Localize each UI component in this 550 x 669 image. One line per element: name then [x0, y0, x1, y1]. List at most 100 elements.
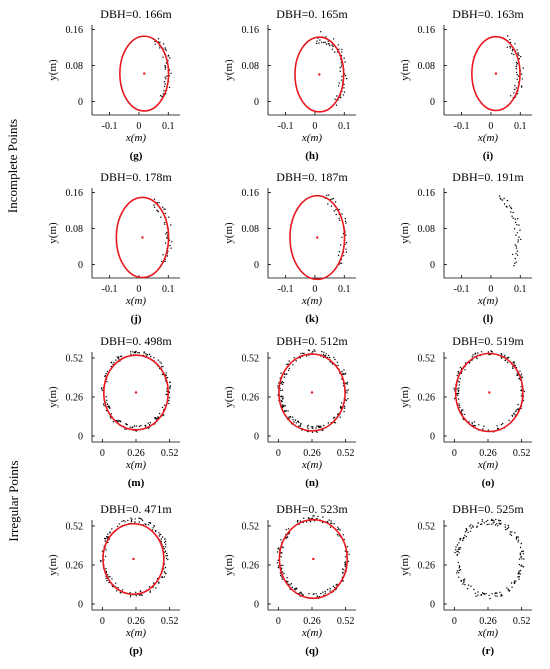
data-point	[341, 51, 343, 53]
data-point	[518, 377, 520, 380]
x-tick-label: 0.1	[514, 121, 527, 132]
data-point	[518, 570, 520, 572]
data-point	[336, 583, 338, 585]
data-point	[292, 419, 294, 421]
data-point	[339, 416, 341, 418]
data-point	[494, 592, 496, 595]
data-point	[153, 204, 155, 206]
data-point	[300, 352, 302, 355]
data-point	[459, 569, 462, 571]
data-point	[280, 564, 282, 567]
data-point	[153, 198, 156, 200]
data-point	[129, 351, 132, 353]
data-point	[339, 529, 341, 531]
data-point	[345, 242, 348, 244]
data-point	[302, 352, 304, 354]
data-point	[336, 95, 338, 97]
data-point	[161, 406, 164, 409]
data-point	[517, 541, 519, 543]
data-point	[129, 592, 131, 594]
data-point	[344, 372, 347, 375]
data-point	[327, 203, 329, 205]
panel-title-k: DBH=0. 187m	[276, 170, 348, 184]
y-axis-label: y(m)	[47, 222, 59, 244]
data-point	[169, 381, 171, 383]
data-point	[160, 538, 163, 540]
data-point	[515, 87, 517, 89]
panel-title-r: DBH=0. 525m	[452, 502, 524, 516]
data-point	[459, 406, 461, 409]
data-point	[341, 48, 343, 51]
data-point	[299, 425, 301, 427]
data-point	[513, 92, 515, 94]
x-tick-label: 0.52	[337, 448, 355, 459]
data-point	[312, 593, 314, 595]
data-point	[513, 580, 516, 582]
data-point	[517, 239, 519, 241]
data-point	[130, 519, 133, 522]
data-point	[281, 552, 283, 554]
data-point	[157, 581, 160, 583]
data-point	[300, 424, 302, 426]
data-point	[100, 387, 103, 389]
data-point	[510, 534, 513, 536]
data-point	[492, 522, 494, 524]
data-point	[333, 523, 335, 525]
x-axis-label: x(m)	[125, 459, 146, 471]
data-point	[483, 593, 485, 595]
data-point	[473, 421, 476, 423]
data-point	[308, 593, 310, 595]
data-point	[153, 206, 156, 208]
data-point	[282, 396, 284, 398]
y-axis-label: y(m)	[223, 554, 235, 576]
data-point	[517, 539, 520, 541]
data-point	[328, 356, 331, 359]
data-point	[345, 222, 347, 224]
data-point	[333, 416, 336, 418]
x-tick-label: -0.1	[102, 121, 118, 132]
y-axis-label: y(m)	[223, 59, 235, 81]
data-point	[334, 422, 336, 424]
data-point	[464, 369, 466, 371]
data-point	[465, 528, 467, 530]
data-point	[130, 517, 132, 519]
data-point	[123, 519, 125, 522]
data-point	[483, 425, 485, 427]
y-tick-label: 0.16	[242, 188, 260, 199]
data-point	[277, 385, 279, 387]
data-point	[487, 429, 490, 431]
data-point	[318, 426, 321, 428]
data-point	[458, 384, 460, 386]
data-point	[500, 522, 502, 525]
data-point	[147, 523, 150, 526]
data-point	[338, 251, 341, 253]
data-point	[278, 547, 280, 549]
data-point	[287, 580, 289, 583]
data-point	[509, 47, 512, 49]
data-point	[345, 77, 348, 80]
data-point	[163, 43, 165, 45]
data-point	[287, 410, 289, 412]
data-point	[119, 592, 122, 594]
data-point	[152, 582, 155, 584]
data-point	[333, 38, 335, 40]
data-point	[512, 217, 514, 219]
data-point	[281, 578, 283, 580]
y-tick-label: 0	[430, 97, 435, 108]
data-point	[339, 219, 341, 221]
data-point	[341, 378, 343, 380]
data-point	[519, 553, 522, 556]
data-point	[515, 252, 517, 255]
data-point	[159, 47, 161, 49]
y-tick-label: 0.08	[66, 224, 84, 235]
data-point	[170, 72, 172, 75]
data-point	[334, 98, 336, 100]
data-point	[518, 58, 520, 60]
data-point	[281, 383, 284, 386]
y-axis-label: y(m)	[399, 554, 411, 576]
data-point	[121, 520, 123, 522]
data-point	[284, 373, 286, 375]
data-point	[343, 407, 346, 409]
data-point	[514, 257, 516, 260]
data-point	[508, 419, 510, 422]
